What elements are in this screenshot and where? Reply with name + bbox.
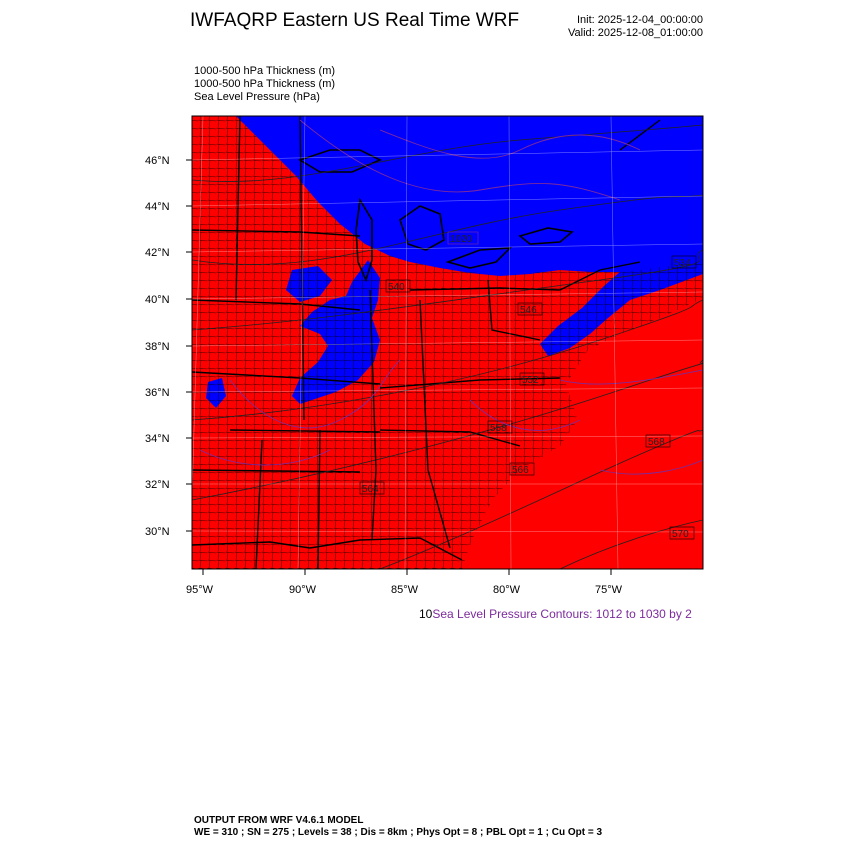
slp-contours	[199, 119, 703, 475]
lon-label-75: 75°W	[595, 584, 623, 596]
plot-title: IWFAQRP Eastern US Real Time WRF	[190, 10, 520, 31]
field-label-slp: Sea Level Pressure (hPa)	[194, 91, 320, 103]
svg-text:534: 534	[674, 258, 691, 269]
slp-contour-note: 10Sea Level Pressure Contours: 1012 to 1…	[419, 607, 692, 621]
contour-label-558: 558	[487, 420, 513, 434]
model-info-line: OUTPUT FROM WRF V4.6.1 MODEL	[194, 815, 364, 826]
svg-text:546: 546	[520, 305, 537, 316]
contour-label-534: 534	[671, 255, 697, 269]
lon-label-90: 90°W	[289, 584, 317, 596]
contour-label-1020: 1020	[447, 231, 479, 245]
lat-label-36: 36°N	[145, 387, 170, 399]
lat-label-34: 34°N	[145, 433, 170, 445]
state-boundaries	[192, 116, 661, 569]
svg-text:1020: 1020	[450, 234, 473, 245]
field-label-thickness-1: 1000-500 hPa Thickness (m)	[194, 65, 336, 77]
svg-text:558: 558	[490, 423, 507, 434]
contour-label-568: 568	[645, 434, 671, 448]
svg-text:540: 540	[388, 282, 405, 293]
svg-text:552: 552	[522, 375, 539, 386]
contour-label-552: 552	[519, 372, 545, 386]
contour-label-564: 564	[359, 481, 385, 495]
lon-label-80: 80°W	[493, 584, 521, 596]
contour-label-566: 566	[509, 462, 535, 476]
ocean-warm-fill	[462, 298, 703, 569]
lon-label-95: 95°W	[186, 584, 214, 596]
contour-label-546: 546	[517, 302, 543, 316]
cold-thickness-fill	[236, 116, 703, 276]
lon-label-85: 85°W	[391, 584, 419, 596]
contour-labels: 534 540 546 552 558 564	[359, 231, 697, 540]
lat-label-40: 40°N	[145, 294, 170, 306]
contour-note-text: Sea Level Pressure Contours: 1012 to 103…	[432, 607, 692, 621]
field-label-thickness-2: 1000-500 hPa Thickness (m)	[194, 78, 336, 90]
lon-axis: 95°W 90°W 85°W 80°W 75°W	[186, 569, 623, 596]
lat-label-46: 46°N	[145, 155, 170, 167]
contour-label-540: 540	[385, 279, 411, 293]
lat-label-32: 32°N	[145, 479, 170, 491]
map-plot-area: 534 540 546 552 558 564	[192, 116, 703, 569]
valid-time: Valid: 2025-12-08_01:00:00	[568, 27, 703, 39]
lat-label-42: 42°N	[145, 247, 170, 259]
svg-text:568: 568	[648, 437, 665, 448]
lat-axis: 46°N 44°N 42°N 40°N 38°N 36°N 34°N 32°N …	[145, 155, 192, 538]
svg-text:566: 566	[512, 465, 529, 476]
graticule	[192, 116, 703, 569]
init-time: Init: 2025-12-04_00:00:00	[577, 14, 703, 26]
svg-text:564: 564	[362, 484, 379, 495]
svg-text:570: 570	[672, 529, 689, 540]
contour-label-570: 570	[669, 526, 695, 540]
lat-label-30: 30°N	[145, 526, 170, 538]
model-config-line: WE = 310 ; SN = 275 ; Levels = 38 ; Dis …	[194, 827, 603, 838]
great-lakes	[298, 149, 574, 283]
plot-border	[191, 115, 704, 570]
contour-note-prefix: 10	[419, 607, 433, 621]
lat-label-44: 44°N	[145, 201, 170, 213]
lat-label-38: 38°N	[145, 341, 170, 353]
